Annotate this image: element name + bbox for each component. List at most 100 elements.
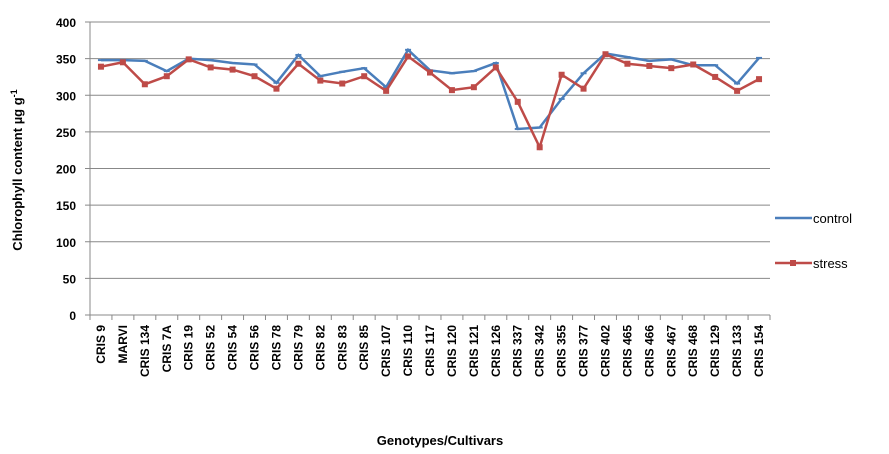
data-marker	[492, 64, 499, 71]
data-marker	[317, 75, 324, 78]
x-tick-label: CRIS 82	[313, 325, 327, 371]
data-marker	[97, 59, 104, 62]
data-marker	[141, 81, 148, 88]
y-tick-label: 250	[56, 126, 76, 140]
series-line	[100, 47, 760, 131]
y-tick-label: 0	[69, 309, 76, 323]
x-tick-label: CRIS 19	[182, 325, 196, 371]
data-marker	[207, 59, 214, 62]
data-marker	[646, 62, 653, 69]
data-marker	[536, 144, 543, 151]
data-marker	[580, 72, 587, 75]
x-tick-label: CRIS 7A	[160, 325, 174, 373]
data-marker	[536, 126, 543, 129]
data-marker	[229, 66, 236, 73]
data-marker	[119, 59, 126, 66]
data-marker	[448, 87, 455, 94]
x-tick-label: CRIS 107	[379, 325, 393, 377]
data-marker	[624, 56, 631, 59]
x-tick-label: CRIS 465	[620, 325, 634, 377]
x-axis-title: Genotypes/Cultivars	[377, 433, 503, 448]
data-marker	[185, 56, 192, 63]
data-marker	[470, 84, 477, 91]
x-tick-label: CRIS 110	[401, 325, 415, 377]
legend-label: stress	[813, 256, 848, 271]
data-marker	[624, 60, 631, 67]
data-marker	[668, 65, 675, 72]
x-tick-label: CRIS 342	[533, 325, 547, 377]
x-tick-label: CRIS 468	[686, 325, 700, 377]
y-tick-label: 100	[56, 236, 76, 250]
x-tick-label: CRIS 134	[138, 325, 152, 377]
x-tick-label: CRIS 377	[577, 325, 591, 377]
data-marker	[427, 69, 433, 76]
x-tick-label: CRIS 129	[708, 325, 722, 377]
data-marker	[251, 73, 258, 80]
data-marker	[339, 70, 346, 73]
data-marker	[558, 71, 565, 78]
data-marker	[492, 62, 499, 65]
data-marker	[514, 127, 521, 130]
legend-label: control	[813, 211, 852, 226]
x-tick-label: CRIS 52	[204, 325, 218, 371]
data-marker	[470, 70, 477, 73]
data-marker	[141, 59, 148, 62]
y-axis-title-main: Chlorophyll content µg g	[10, 97, 25, 250]
data-marker	[383, 87, 390, 94]
data-marker	[295, 53, 302, 56]
data-marker	[273, 81, 280, 84]
x-tick-label: CRIS 355	[555, 325, 569, 377]
data-marker	[361, 67, 368, 70]
data-marker	[602, 51, 609, 58]
data-marker	[712, 73, 719, 80]
x-tick-label: CRIS 79	[291, 325, 305, 371]
data-marker	[405, 53, 412, 60]
data-marker	[756, 76, 763, 83]
x-tick-label: CRIS 467	[664, 325, 678, 377]
data-marker	[251, 63, 258, 66]
x-tick-label: CRIS 120	[445, 325, 459, 377]
x-tick-label: CRIS 56	[248, 325, 262, 371]
data-marker	[514, 98, 521, 105]
x-tick-label: CRIS 9	[94, 325, 108, 364]
data-marker	[448, 72, 455, 75]
data-marker	[97, 63, 104, 70]
data-marker	[734, 87, 741, 94]
data-marker	[163, 70, 170, 73]
x-tick-label: CRIS 133	[730, 325, 744, 377]
data-marker	[339, 80, 346, 87]
data-marker	[646, 59, 653, 62]
legend-marker	[790, 260, 796, 266]
y-tick-label: 200	[56, 163, 76, 177]
data-marker	[690, 61, 697, 68]
data-marker	[668, 58, 675, 61]
y-tick-label: 150	[56, 199, 76, 213]
data-marker	[163, 73, 170, 80]
y-tick-label: 300	[56, 89, 76, 103]
x-tick-label: CRIS 402	[598, 325, 612, 377]
data-marker	[273, 85, 280, 92]
data-marker	[558, 97, 565, 100]
data-marker	[317, 77, 324, 84]
x-tick-label: CRIS 466	[642, 325, 656, 377]
x-tick-label: CRIS 154	[752, 325, 766, 377]
data-marker	[405, 48, 412, 51]
x-tick-label: CRIS 85	[357, 325, 371, 371]
data-marker	[361, 73, 368, 80]
series-line	[100, 52, 760, 151]
x-tick-label: CRIS 117	[423, 325, 437, 377]
x-tick-label: CRIS 83	[335, 325, 349, 371]
data-marker	[756, 56, 763, 59]
y-tick-label: 50	[63, 272, 77, 286]
data-marker	[734, 82, 741, 85]
y-axis-title: Chlorophyll content µg g-1	[9, 89, 25, 250]
x-tick-label: CRIS 54	[226, 325, 240, 371]
x-tick-label: CRIS 126	[489, 325, 503, 377]
y-axis-title-sup: -1	[9, 89, 19, 97]
y-tick-label: 350	[56, 53, 76, 67]
y-tick-label: 400	[56, 16, 76, 30]
data-marker	[580, 85, 587, 92]
data-marker	[207, 64, 214, 71]
